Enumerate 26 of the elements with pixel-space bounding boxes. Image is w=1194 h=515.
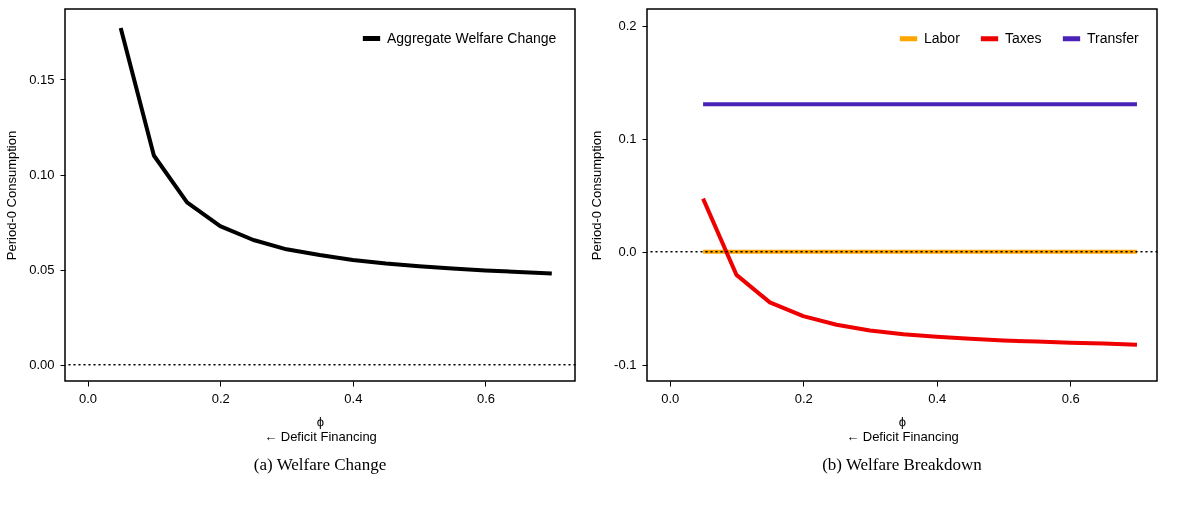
legend-label: Taxes xyxy=(1005,29,1042,46)
x-tick-label: 0.6 xyxy=(1061,390,1080,406)
x-axis-title: ϕ ← Deficit Financing xyxy=(264,413,377,444)
y-tick-label: 0.2 xyxy=(618,18,637,34)
x-tick-label: 0.4 xyxy=(928,390,947,406)
y-tick-label: 0.1 xyxy=(618,131,637,147)
y-axis-title: Period-0 Consumption xyxy=(4,130,20,261)
legend-label: Transfer xyxy=(1087,29,1139,46)
y-tick-label: 0.05 xyxy=(29,262,55,278)
x-tick-label: 0.0 xyxy=(79,390,98,406)
y-axis-title: Period-0 Consumption xyxy=(589,130,605,261)
y-tick-label: 0.0 xyxy=(618,244,637,260)
y-tick-label: 0.10 xyxy=(29,167,55,183)
x-tick-label: 0.0 xyxy=(661,390,680,406)
y-tick-label: 0.00 xyxy=(29,357,55,373)
legend-label: Aggregate Welfare Change xyxy=(387,29,557,46)
text: (b) Welfare Breakdown xyxy=(822,455,983,474)
y-tick-label: -0.1 xyxy=(614,357,637,373)
x-axis-title: ϕ ← Deficit Financing xyxy=(846,413,959,444)
x-tick-label: 0.6 xyxy=(476,390,496,406)
legend-label: Labor xyxy=(924,29,961,46)
x-tick-label: 0.4 xyxy=(344,390,363,406)
text: (a) Welfare Change xyxy=(253,455,387,474)
x-tick-label: 0.2 xyxy=(794,390,813,406)
x-tick-label: 0.2 xyxy=(211,390,230,406)
y-tick-label: 0.15 xyxy=(29,71,55,87)
